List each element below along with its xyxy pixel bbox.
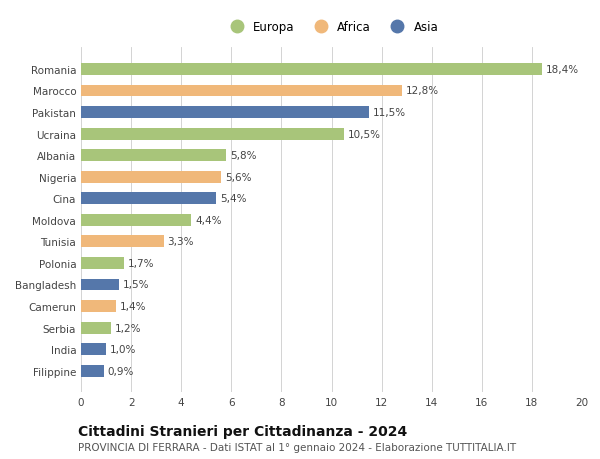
Text: 0,9%: 0,9% xyxy=(107,366,134,376)
Bar xyxy=(81,85,401,97)
Text: 1,5%: 1,5% xyxy=(122,280,149,290)
Bar xyxy=(81,301,116,312)
Legend: Europa, Africa, Asia: Europa, Africa, Asia xyxy=(220,16,443,39)
Bar xyxy=(81,129,344,140)
Text: Cittadini Stranieri per Cittadinanza - 2024: Cittadini Stranieri per Cittadinanza - 2… xyxy=(78,425,407,438)
Bar xyxy=(81,214,191,226)
Text: 1,7%: 1,7% xyxy=(127,258,154,269)
Text: 12,8%: 12,8% xyxy=(406,86,439,96)
Text: 11,5%: 11,5% xyxy=(373,108,406,118)
Text: 3,3%: 3,3% xyxy=(167,237,194,247)
Bar xyxy=(81,343,106,355)
Bar xyxy=(81,193,216,205)
Text: 18,4%: 18,4% xyxy=(545,65,579,75)
Bar xyxy=(81,365,104,377)
Text: 4,4%: 4,4% xyxy=(195,215,221,225)
Text: 1,0%: 1,0% xyxy=(110,344,136,354)
Text: 10,5%: 10,5% xyxy=(348,129,381,139)
Bar xyxy=(81,64,542,76)
Text: 5,6%: 5,6% xyxy=(225,172,251,182)
Text: 5,8%: 5,8% xyxy=(230,151,257,161)
Text: PROVINCIA DI FERRARA - Dati ISTAT al 1° gennaio 2024 - Elaborazione TUTTITALIA.I: PROVINCIA DI FERRARA - Dati ISTAT al 1° … xyxy=(78,442,516,452)
Bar xyxy=(81,322,111,334)
Bar xyxy=(81,150,226,162)
Bar xyxy=(81,107,369,119)
Bar xyxy=(81,236,164,248)
Bar xyxy=(81,279,119,291)
Bar xyxy=(81,171,221,183)
Text: 1,4%: 1,4% xyxy=(120,302,146,311)
Text: 1,2%: 1,2% xyxy=(115,323,142,333)
Text: 5,4%: 5,4% xyxy=(220,194,247,204)
Bar xyxy=(81,257,124,269)
